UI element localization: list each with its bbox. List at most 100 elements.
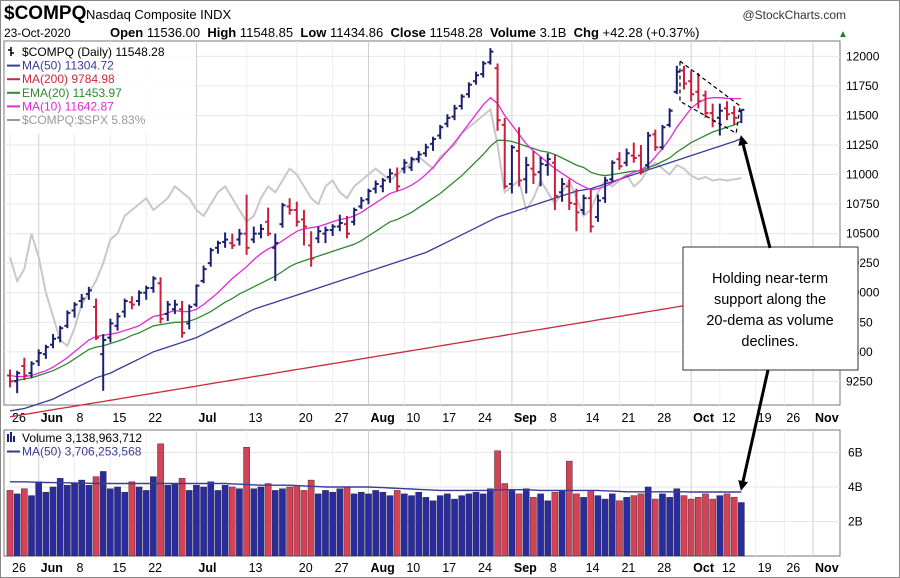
ohlc-bar xyxy=(236,228,243,246)
volume-x-tick-label: Nov xyxy=(815,561,839,575)
volume-x-tick-label: Jun xyxy=(41,561,63,575)
ohlc-bar xyxy=(351,207,358,226)
brand-watermark: @StockCharts.com xyxy=(742,8,846,22)
volume-bar xyxy=(243,447,250,557)
ohlc-bar xyxy=(358,197,365,209)
volume-panel: 2B 4B 6B 26 Jun 8 15 22 Jul 13 20 27 Aug 10 17 24 Sep 8 14… xyxy=(3,429,863,575)
volume-x-tick-label: 10 xyxy=(406,561,420,575)
volume-bar xyxy=(64,485,71,557)
volume-bar xyxy=(652,498,659,557)
ohlc-bar xyxy=(186,304,193,330)
low-value: 11434.86 xyxy=(330,25,384,40)
ohlc-bar xyxy=(494,63,501,131)
volume-bar xyxy=(515,493,523,557)
ohlc-bar xyxy=(222,232,229,248)
volume-bar xyxy=(329,491,336,557)
volume-bar xyxy=(673,488,681,557)
high-value: 11548.85 xyxy=(239,25,294,40)
price-tick-label: 9250 xyxy=(846,374,873,388)
chg-label: Chg xyxy=(573,25,599,40)
price-x-tick-label: 27 xyxy=(335,411,349,425)
arrow-to-price xyxy=(738,135,772,249)
wedge-pattern xyxy=(679,59,741,135)
ma10-legend-label: MA(10) 11642.87 xyxy=(22,99,114,113)
volume-bar xyxy=(401,493,408,557)
volume-bar xyxy=(687,498,695,557)
volume-bar xyxy=(279,488,286,557)
volume-x-tick-label: 8 xyxy=(77,561,84,575)
close-value: 11548.28 xyxy=(429,25,483,40)
volume-bar xyxy=(479,493,487,557)
volume-bar xyxy=(193,485,200,557)
price-x-tick-label: Sep xyxy=(514,411,537,425)
ohlc-bar xyxy=(573,188,580,232)
volume-bar xyxy=(522,488,530,557)
ohlc-bar xyxy=(57,325,64,343)
volume-bar xyxy=(723,493,731,557)
ohlc-bar xyxy=(602,176,609,203)
ohlc-bar xyxy=(587,189,594,233)
ohlc-bar xyxy=(229,233,236,249)
volume-bar xyxy=(616,500,623,557)
price-x-tick-label: 17 xyxy=(442,411,456,425)
price-x-tick-label: 26 xyxy=(786,411,800,425)
ohlc-bar xyxy=(372,180,379,194)
annotation: Holding near-term support along the 20-dem… xyxy=(682,135,859,491)
legend-bg xyxy=(6,44,196,134)
volume-bar xyxy=(415,491,422,557)
open-value: 11536.00 xyxy=(146,25,201,40)
volume-x-tick-label: 12 xyxy=(722,561,736,575)
volume-bar xyxy=(573,493,580,557)
ohlc-bar xyxy=(666,108,673,128)
annotation-line: support along the xyxy=(714,292,826,308)
volume-bar xyxy=(315,493,322,557)
price-x-tick-label: 24 xyxy=(478,411,492,425)
ohlc-bar xyxy=(458,94,465,110)
volume-ma50-line xyxy=(10,481,742,493)
volume-bar xyxy=(393,490,401,557)
volume-x-tick-label: 8 xyxy=(550,561,557,575)
ma10-line xyxy=(9,96,742,378)
volume-x-tick-label: Jul xyxy=(198,561,216,575)
ohlc-bar xyxy=(523,156,530,194)
price-x-tick-label: Jun xyxy=(41,411,63,425)
open-label: Open xyxy=(110,25,144,40)
ohlc-bar xyxy=(645,132,652,169)
volume-bar xyxy=(458,495,465,557)
volume-bar xyxy=(157,443,164,557)
price-tick-label: 10750 xyxy=(846,197,880,211)
volume-bar xyxy=(107,488,114,557)
ohlc-bar xyxy=(93,298,100,340)
ohlc-bar xyxy=(293,201,300,227)
volume-bar xyxy=(114,486,121,557)
volume-x-tick-label: 22 xyxy=(148,561,162,575)
price-x-tick-label: 28 xyxy=(657,411,671,425)
quote-date: 23-Oct-2020 xyxy=(4,26,71,40)
volume-bar xyxy=(372,490,379,557)
price-x-tick-label: 13 xyxy=(249,411,263,425)
ohlc-bar xyxy=(501,117,508,189)
volume-bar xyxy=(142,490,150,557)
volume-bar xyxy=(300,490,308,557)
volume-bar xyxy=(6,490,14,557)
ohlc-bar xyxy=(609,160,616,182)
volume-bar xyxy=(630,495,638,557)
ohlc-bar xyxy=(508,145,515,194)
volume-bar xyxy=(494,450,501,557)
volume-x-tick-label: 27 xyxy=(335,561,349,575)
up-triangle-icon: ▲ xyxy=(838,29,848,40)
volume-bar xyxy=(709,498,716,557)
volume-bar xyxy=(135,486,143,557)
volume-bar xyxy=(451,498,458,557)
ohlc-bar xyxy=(336,214,343,232)
volume-bar xyxy=(336,488,344,557)
volume-bar xyxy=(422,497,430,557)
volume-bar xyxy=(716,495,724,557)
ohlc-bar xyxy=(537,156,544,187)
ohlc-bar xyxy=(286,198,293,215)
ohlc-bar xyxy=(594,194,601,222)
ohlc-bar xyxy=(387,168,394,183)
volume-icon-bar xyxy=(13,436,15,442)
annotation-line: 20-dema as volume xyxy=(706,313,833,329)
